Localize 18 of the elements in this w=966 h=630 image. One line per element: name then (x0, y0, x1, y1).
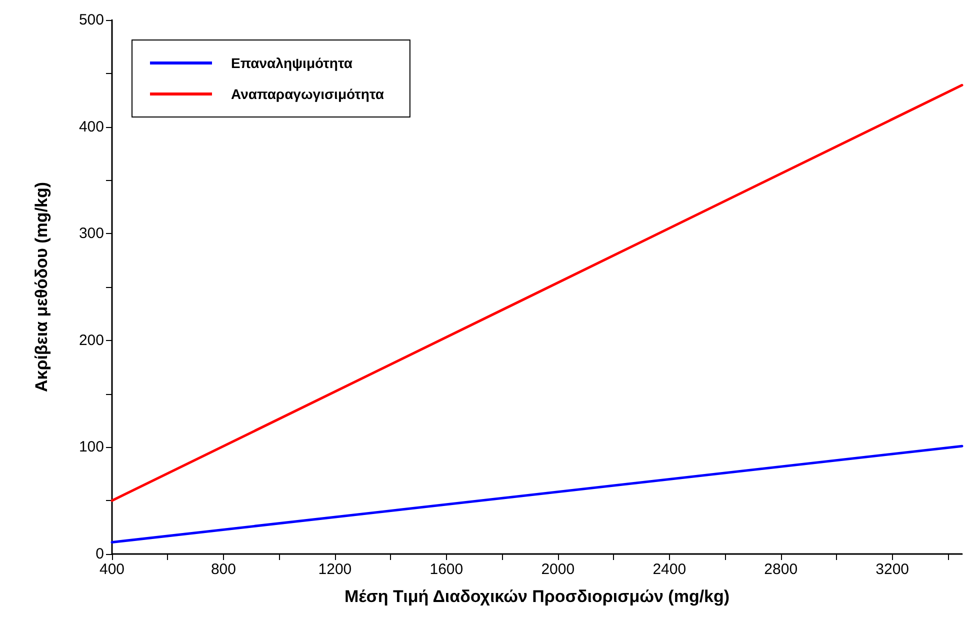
y-axis-title: Ακρίβεια μεθόδου (mg/kg) (32, 182, 51, 392)
y-tick-label: 200 (78, 332, 104, 349)
legend-label: Αναπαραγωγισιμότητα (231, 86, 384, 102)
x-tick-label: 2400 (652, 561, 686, 578)
x-tick-label: 1600 (430, 561, 464, 578)
y-tick-label: 400 (78, 118, 104, 136)
x-axis-title: Μέση Τιμή Διαδοχικών Προσδιορισμών (mg/kg) (344, 587, 730, 606)
x-tick-label: 800 (210, 561, 236, 578)
x-tick-label: 3200 (876, 561, 910, 578)
y-tick-label: 500 (78, 12, 104, 28)
y-tick-label: 300 (78, 225, 104, 242)
x-tick-label: 400 (99, 561, 125, 578)
y-tick-label: 0 (96, 546, 104, 562)
x-tick-label: 2800 (764, 561, 798, 578)
x-tick-label: 2000 (541, 561, 575, 578)
y-tick-label: 100 (78, 438, 104, 456)
x-tick-label: 1200 (318, 561, 352, 578)
legend-label: Επαναληψιμότητα (231, 55, 353, 71)
